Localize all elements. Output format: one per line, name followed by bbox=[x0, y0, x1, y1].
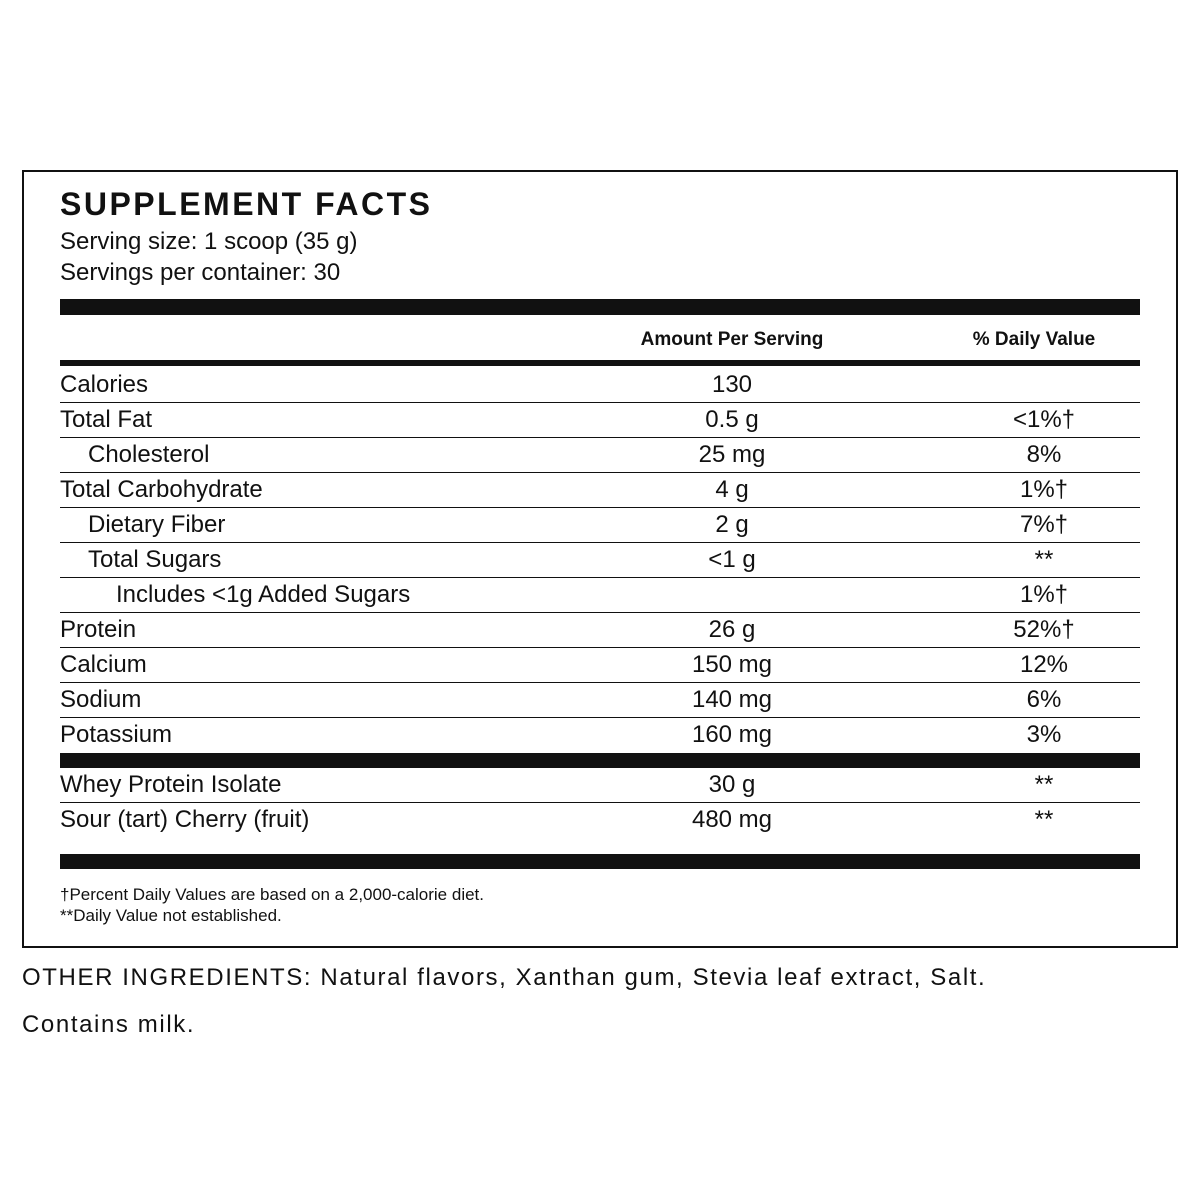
divider-bar bbox=[60, 360, 1140, 366]
nutrient-row: Sour (tart) Cherry (fruit) 480 mg ** bbox=[60, 803, 1140, 838]
amount: 30 g bbox=[708, 771, 756, 798]
divider-bar bbox=[60, 854, 1140, 869]
daily-value: 1%† bbox=[1019, 476, 1069, 503]
nutrient-name: Calories bbox=[60, 371, 149, 398]
nutrient-name: Sour (tart) Cherry (fruit) bbox=[60, 806, 310, 833]
daily-value: ** bbox=[1034, 806, 1054, 833]
footnote: †Percent Daily Values are based on a 2,0… bbox=[60, 885, 484, 904]
nutrient-row: Calcium 150 mg 12% bbox=[60, 648, 1140, 683]
daily-value: 7%† bbox=[1019, 511, 1069, 538]
amount: 26 g bbox=[708, 616, 756, 643]
amount: 0.5 g bbox=[705, 406, 759, 433]
other-ingredients: OTHER INGREDIENTS: Natural flavors, Xant… bbox=[22, 964, 987, 991]
daily-value: 1%† bbox=[1019, 581, 1069, 608]
amount: 130 bbox=[711, 371, 753, 398]
nutrient-name: Whey Protein Isolate bbox=[60, 771, 282, 798]
nutrient-row: Potassium 160 mg 3% bbox=[60, 718, 1140, 753]
nutrient-row: Whey Protein Isolate 30 g ** bbox=[60, 768, 1140, 803]
divider-bar bbox=[60, 299, 1140, 315]
servings-per-container: Servings per container: 30 bbox=[60, 259, 341, 286]
supplement-facts-panel: SUPPLEMENT FACTS Serving size: 1 scoop (… bbox=[22, 170, 1178, 948]
footnote: **Daily Value not established. bbox=[60, 906, 282, 925]
daily-value: <1%† bbox=[1012, 406, 1076, 433]
amount: 2 g bbox=[715, 511, 749, 538]
nutrient-row: Sodium 140 mg 6% bbox=[60, 683, 1140, 718]
nutrient-name: Total Carbohydrate bbox=[60, 476, 263, 503]
nutrient-name: Includes <1g Added Sugars bbox=[116, 581, 411, 608]
daily-value: ** bbox=[1034, 546, 1054, 573]
column-header: Amount Per Serving % Daily Value bbox=[60, 322, 1140, 358]
amount: 4 g bbox=[715, 476, 749, 503]
footnotes: †Percent Daily Values are based on a 2,0… bbox=[60, 884, 484, 926]
nutrient-row: Dietary Fiber 2 g 7%† bbox=[60, 508, 1140, 543]
amount: <1 g bbox=[708, 546, 756, 573]
serving-size: Serving size: 1 scoop (35 g) bbox=[60, 228, 358, 255]
amount: 150 mg bbox=[691, 651, 773, 678]
nutrient-name: Total Fat bbox=[60, 406, 153, 433]
nutrient-name: Total Sugars bbox=[88, 546, 222, 573]
nutrient-row: Protein 26 g 52%† bbox=[60, 613, 1140, 648]
dv-header: % Daily Value bbox=[972, 329, 1096, 350]
amount: 160 mg bbox=[691, 721, 773, 748]
serving-info: Serving size: 1 scoop (35 g) Servings pe… bbox=[60, 226, 357, 288]
nutrient-row: Includes <1g Added Sugars 1%† bbox=[60, 578, 1140, 613]
daily-value: 52%† bbox=[1013, 616, 1075, 643]
nutrient-name: Protein bbox=[60, 616, 137, 643]
nutrient-row: Cholesterol 25 mg 8% bbox=[60, 438, 1140, 473]
nutrient-row: Calories 130 bbox=[60, 368, 1140, 403]
daily-value: ** bbox=[1034, 771, 1054, 798]
nutrient-row: Total Carbohydrate 4 g 1%† bbox=[60, 473, 1140, 508]
amount: 480 mg bbox=[691, 806, 773, 833]
daily-value: 8% bbox=[1026, 441, 1062, 468]
title: SUPPLEMENT FACTS bbox=[60, 186, 433, 222]
nutrient-row: Total Sugars <1 g ** bbox=[60, 543, 1140, 578]
nutrient-name: Calcium bbox=[60, 651, 147, 678]
amount: 25 mg bbox=[698, 441, 766, 468]
nutrient-name: Cholesterol bbox=[88, 441, 210, 468]
divider-bar bbox=[60, 753, 1140, 768]
daily-value: 12% bbox=[1019, 651, 1069, 678]
nutrient-name: Potassium bbox=[60, 721, 173, 748]
nutrient-name: Dietary Fiber bbox=[88, 511, 226, 538]
amount: 140 mg bbox=[691, 686, 773, 713]
nutrient-table: Calories 130 Total Fat 0.5 g <1%† Cholester… bbox=[60, 368, 1140, 838]
amount-header: Amount Per Serving bbox=[640, 329, 824, 350]
nutrient-row: Total Fat 0.5 g <1%† bbox=[60, 403, 1140, 438]
allergen-statement: Contains milk. bbox=[22, 1011, 196, 1038]
nutrient-name: Sodium bbox=[60, 686, 142, 713]
daily-value: 6% bbox=[1026, 686, 1062, 713]
daily-value: 3% bbox=[1026, 721, 1062, 748]
